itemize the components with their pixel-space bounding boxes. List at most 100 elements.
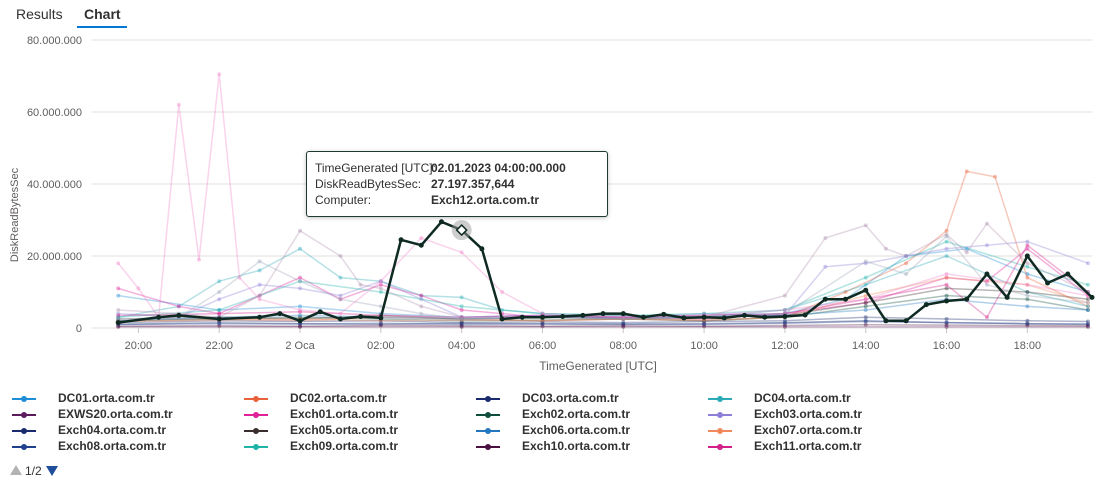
page-up-icon[interactable] [10,465,22,475]
data-point [702,324,707,329]
x-tick-label: 2 Oca [285,340,315,352]
legend-marker-icon [244,396,268,402]
data-point [782,308,787,312]
data-point [621,323,626,328]
data-point [621,315,626,320]
data-point [1025,290,1030,294]
data-point [701,314,707,320]
series-line [118,248,1089,318]
data-point [993,174,998,179]
tab-results[interactable]: Results [16,6,63,22]
legend-item[interactable]: DC03.orta.com.tr [464,390,694,407]
data-point [298,308,303,312]
data-point [863,308,868,312]
data-point [459,308,464,312]
legend-item[interactable]: EXWS20.orta.com.tr [0,406,230,423]
legend-item[interactable]: Exch04.orta.com.tr [0,422,230,439]
data-point [419,293,424,298]
data-point [843,290,848,294]
data-point [863,223,868,228]
legend-label: Exch02.orta.com.tr [522,407,631,421]
series-layer [116,72,1090,329]
legend-item[interactable]: Exch01.orta.com.tr [232,406,462,423]
data-point [621,315,626,320]
legend-marker-icon [12,412,36,418]
data-point [863,318,868,323]
data-point [1085,300,1090,305]
legend-item[interactable]: Exch06.orta.com.tr [464,422,694,439]
data-point [116,261,121,266]
data-point [883,318,889,324]
data-point [944,293,949,298]
data-point [419,304,424,309]
data-point [459,321,464,326]
legend-item[interactable]: Exch08.orta.com.tr [0,438,230,455]
data-point [863,300,868,305]
tooltip-value: Exch12.orta.com.tr [431,193,540,207]
legend-item[interactable]: Exch07.orta.com.tr [696,422,926,439]
legend-item[interactable]: Exch05.orta.com.tr [232,422,462,439]
legend-item[interactable]: Exch11.orta.com.tr [696,438,926,455]
legend-label: Exch03.orta.com.tr [754,407,863,421]
legend-label: Exch08.orta.com.tr [58,439,167,453]
data-point [540,318,545,323]
data-point [1085,282,1090,287]
data-point [237,275,242,280]
data-point [621,320,626,325]
series-line [118,320,1089,326]
data-point [1024,253,1030,259]
legend-marker-icon [244,428,268,434]
legend-label: Exch05.orta.com.tr [290,423,399,437]
data-point [702,318,707,323]
data-point [944,298,950,304]
x-axis-label: TimeGenerated [UTC] [539,359,657,373]
data-point [539,314,545,320]
data-point [863,297,868,302]
data-point [621,317,626,321]
data-point [217,308,222,312]
legend-item[interactable]: Exch03.orta.com.tr [696,406,926,423]
tooltip-label: Computer: [315,193,372,207]
data-point [1085,308,1090,312]
data-point [621,317,626,321]
series-exch12 [115,219,1095,326]
data-point [338,254,343,258]
data-point [459,315,464,320]
x-tick-label: 06:00 [529,340,557,352]
legend-item[interactable]: Exch09.orta.com.tr [232,438,462,455]
legend-item[interactable]: Exch10.orta.com.tr [464,438,694,455]
data-point [621,324,626,329]
data-point [540,311,545,316]
data-point [863,322,868,327]
legend-label: DC03.orta.com.tr [522,391,619,405]
data-point [116,311,121,316]
data-point [1025,318,1030,323]
data-point [338,293,343,298]
data-point [984,271,990,277]
legend-item[interactable]: DC02.orta.com.tr [232,390,462,407]
series-line [117,248,1089,320]
legend-item[interactable]: DC01.orta.com.tr [0,390,230,407]
x-tick-label: 02:00 [367,340,395,352]
data-point [378,322,383,327]
line-chart[interactable]: 0 20.000.000 40.000.000 60.000.000 80.000.00… [0,30,1098,382]
legend-item[interactable]: DC04.orta.com.tr [696,390,926,407]
data-point [944,320,949,325]
data-point [459,250,464,255]
tab-chart[interactable]: Chart [84,6,121,22]
legend-label: EXWS20.orta.com.tr [58,407,173,421]
data-point [459,317,464,321]
x-axis: 20:00 22:00 2 Oca 02:00 04:00 06:00 08:00 10:00… [125,328,1041,352]
data-point [621,315,626,320]
legend-label: Exch01.orta.com.tr [290,407,399,421]
page-down-icon[interactable] [46,466,58,476]
legend-item[interactable]: Exch02.orta.com.tr [464,406,694,423]
data-point [600,311,606,317]
data-point [540,311,545,316]
data-point [116,315,121,320]
data-point [459,323,464,328]
data-point [782,323,787,328]
data-point [1025,321,1030,326]
data-point [762,314,768,320]
legend-label: Exch09.orta.com.tr [290,439,399,453]
